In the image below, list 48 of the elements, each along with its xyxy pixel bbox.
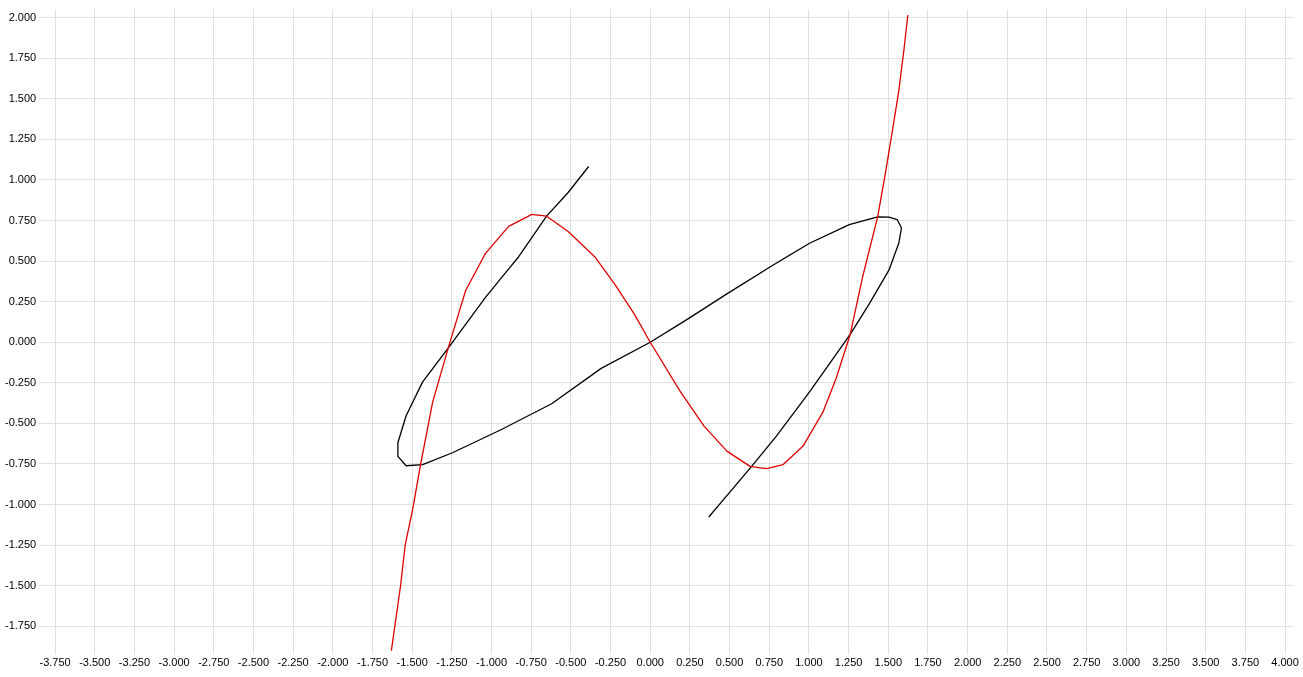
x-tick-label: 0.250 bbox=[676, 656, 704, 669]
x-tick-label: 3.500 bbox=[1191, 656, 1220, 669]
y-tick-label: -1.000 bbox=[4, 497, 37, 510]
x-tick-label: -0.750 bbox=[515, 656, 547, 669]
y-tick-label: -0.750 bbox=[4, 456, 37, 469]
y-tick-label: 0.750 bbox=[8, 213, 37, 226]
y-tick-label: 2.000 bbox=[8, 10, 37, 23]
y-tick-label: -1.750 bbox=[4, 619, 37, 632]
x-tick-label: 1.500 bbox=[874, 656, 903, 669]
x-tick-label: -0.250 bbox=[594, 656, 627, 669]
y-tick-label: 0.500 bbox=[8, 254, 37, 267]
x-tick-label: 2.000 bbox=[953, 656, 982, 669]
y-tick-label: -1.250 bbox=[4, 538, 37, 551]
x-tick-label: -2.000 bbox=[317, 656, 349, 669]
x-tick-label: -1.500 bbox=[396, 656, 428, 669]
x-tick-label: 0.750 bbox=[755, 656, 784, 669]
x-tick-label: 2.750 bbox=[1072, 656, 1101, 669]
y-tick-label: 1.750 bbox=[8, 51, 37, 64]
y-tick-label: -0.250 bbox=[4, 375, 37, 388]
y-tick-label: -0.500 bbox=[4, 416, 37, 429]
y-tick-label: 1.500 bbox=[8, 91, 37, 104]
x-tick-label: 4.000 bbox=[1271, 656, 1299, 669]
x-tick-label: -3.750 bbox=[39, 656, 71, 669]
x-tick-label: -3.250 bbox=[118, 656, 151, 669]
x-tick-label: -3.500 bbox=[79, 656, 111, 669]
y-tick-label: 0.000 bbox=[8, 335, 37, 348]
x-tick-label: -1.250 bbox=[436, 656, 468, 669]
x-tick-label: 0.500 bbox=[715, 656, 744, 669]
x-tick-label: 1.250 bbox=[834, 656, 863, 669]
x-tick-label: 2.500 bbox=[1033, 656, 1061, 669]
x-tick-label: -1.750 bbox=[356, 656, 389, 669]
y-tick-label: 0.250 bbox=[8, 294, 37, 307]
x-tick-label: -3.000 bbox=[158, 656, 190, 669]
x-tick-label: 1.000 bbox=[795, 656, 823, 669]
x-tick-label: -0.500 bbox=[555, 656, 587, 669]
x-tick-label: 3.250 bbox=[1152, 656, 1180, 669]
y-tick-label: 1.250 bbox=[8, 132, 37, 145]
y-tick-label: 1.000 bbox=[8, 173, 37, 186]
x-tick-label: 1.750 bbox=[914, 656, 942, 669]
x-tick-label: -1.000 bbox=[475, 656, 508, 669]
x-tick-label: -2.250 bbox=[277, 656, 309, 669]
x-tick-label: 2.250 bbox=[993, 656, 1022, 669]
x-tick-label: -2.750 bbox=[198, 656, 230, 669]
x-tick-label: -2.500 bbox=[237, 656, 270, 669]
x-tick-label: 0.000 bbox=[636, 656, 664, 669]
y-tick-label: -1.500 bbox=[4, 578, 37, 591]
x-tick-label: 3.000 bbox=[1112, 656, 1141, 669]
x-tick-label: 3.750 bbox=[1231, 656, 1260, 669]
